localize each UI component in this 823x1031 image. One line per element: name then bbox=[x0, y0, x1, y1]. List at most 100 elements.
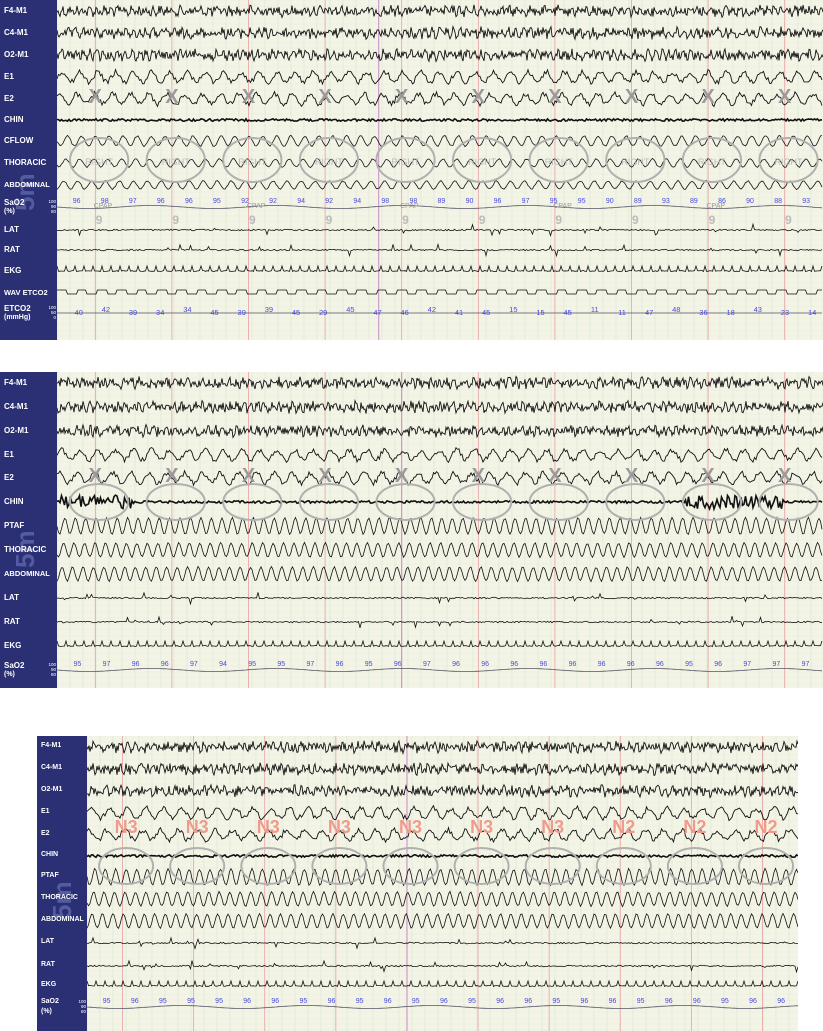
trace-area: N3 N3 N3 N3 N3 N3 N3 N2 N2 N2 95 96 95 95 95 96 96 95 96 95… bbox=[87, 736, 798, 1031]
channel-label-sao2: SaO2 bbox=[4, 661, 25, 670]
signal-trace bbox=[57, 668, 823, 672]
respiratory-event-circle bbox=[737, 847, 795, 885]
etco2-value: 18 bbox=[726, 308, 734, 317]
etco2-value: 39 bbox=[238, 308, 246, 317]
respiratory-event-circle bbox=[666, 847, 723, 885]
sao2-value: 96 bbox=[132, 661, 140, 668]
sao2-scale-tick: 100 bbox=[48, 199, 56, 204]
respiratory-event-circle bbox=[298, 483, 360, 521]
cpap-mark: CPAP bbox=[247, 203, 266, 210]
sao2-value: 95 bbox=[248, 661, 256, 668]
epoch-score-mark: X bbox=[395, 86, 409, 108]
sao2-value: 96 bbox=[598, 661, 606, 668]
channel-label-thoracic: THORACIC bbox=[41, 894, 78, 901]
etco2-value: 46 bbox=[401, 308, 409, 317]
sao2-value: 96 bbox=[569, 661, 577, 668]
channel-label-o2-m1: O2-M1 bbox=[4, 426, 29, 435]
respiratory-event-circle bbox=[524, 847, 581, 885]
sao2-value: 97 bbox=[103, 661, 111, 668]
channel-label-ptaf: PTAF bbox=[41, 872, 59, 879]
signal-trace bbox=[57, 264, 823, 273]
sao2-value: 97 bbox=[773, 661, 781, 668]
sao2-scale-tick: 100 bbox=[48, 662, 56, 667]
sao2-value: 96 bbox=[609, 998, 617, 1005]
signal-trace bbox=[87, 912, 798, 930]
sao2-value: 96 bbox=[394, 661, 402, 668]
signal-trace bbox=[57, 399, 823, 415]
epoch-score-mark: X bbox=[701, 465, 715, 487]
sao2-value: 96 bbox=[73, 198, 81, 205]
sao2-value: 94 bbox=[297, 198, 305, 205]
sao2-value: 90 bbox=[606, 198, 614, 205]
respiratory-event-circle bbox=[452, 483, 513, 521]
sao2-value: 96 bbox=[539, 661, 547, 668]
signal-trace bbox=[57, 639, 823, 648]
sao2-value: 95 bbox=[578, 198, 586, 205]
sao2-value: 90 bbox=[466, 198, 474, 205]
channel-label-thoracic: THORACIC bbox=[4, 158, 47, 167]
channel-label-c4-m1: C4-M1 bbox=[4, 28, 29, 37]
channel-label-chin: CHIN bbox=[4, 115, 24, 124]
sao2-value: 96 bbox=[157, 198, 165, 205]
signal-trace bbox=[57, 47, 823, 63]
signal-trace bbox=[57, 516, 823, 536]
etco2-value: 40 bbox=[75, 308, 83, 317]
epoch-score-mark: X bbox=[548, 465, 562, 487]
sao2-value: 95 bbox=[468, 998, 476, 1005]
sao2-value: 96 bbox=[656, 661, 664, 668]
sao2-value: 97 bbox=[423, 661, 431, 668]
sao2-value: 95 bbox=[365, 661, 373, 668]
respiratory-event-circle bbox=[69, 483, 130, 521]
channel-label-abdominal: ABDOMINAL bbox=[4, 180, 50, 189]
pressure-mark: 9 bbox=[326, 213, 333, 227]
respiratory-event-circle bbox=[69, 137, 130, 183]
etco2-value: 45 bbox=[292, 308, 300, 317]
sao2-value: 90 bbox=[746, 198, 754, 205]
sao2-value: 89 bbox=[690, 198, 698, 205]
sao2-value: 97 bbox=[190, 661, 198, 668]
epoch-score-mark: X bbox=[318, 86, 332, 108]
sao2-value: 95 bbox=[103, 998, 111, 1005]
respiratory-event-circle bbox=[98, 847, 155, 885]
sao2-value: 97 bbox=[743, 661, 751, 668]
signal-trace bbox=[57, 134, 823, 148]
etco2-value: 15 bbox=[536, 308, 544, 317]
epoch-score-mark: X bbox=[395, 465, 409, 487]
respiratory-event-circle bbox=[681, 137, 743, 183]
epoch-score-mark: X bbox=[778, 86, 792, 108]
respiratory-event-circle bbox=[375, 137, 436, 183]
sao2-value: 92 bbox=[325, 198, 333, 205]
sleep-stage-mark: N3 bbox=[186, 817, 209, 837]
sleep-stage-mark: N3 bbox=[541, 817, 564, 837]
signal-trace bbox=[57, 222, 823, 237]
channel-label-f4-m1: F4-M1 bbox=[4, 6, 28, 15]
etco2-value: 39 bbox=[265, 305, 273, 314]
sao2-value: 86 bbox=[718, 198, 726, 205]
cpap-mark: CPAP bbox=[94, 203, 113, 210]
respiratory-position-mark: RIGHT bbox=[238, 157, 267, 167]
channel-label-e1: E1 bbox=[4, 450, 14, 459]
respiratory-position-mark: RIGHT bbox=[698, 157, 727, 167]
respiratory-event-circle bbox=[595, 847, 652, 885]
signal-trace bbox=[87, 853, 798, 859]
sao2-value: 95 bbox=[552, 998, 560, 1005]
signal-trace bbox=[57, 289, 822, 295]
sao2-value: 95 bbox=[356, 998, 364, 1005]
sleep-stage-mark: N3 bbox=[399, 817, 422, 837]
signal-trace bbox=[57, 4, 823, 19]
sao2-value: 95 bbox=[299, 998, 307, 1005]
sao2-value: 95 bbox=[685, 661, 693, 668]
etco2-value: 11 bbox=[618, 308, 626, 317]
sao2-scale: 100 90 80 bbox=[78, 999, 86, 1014]
channel-label-wav-etco2: WAV ETCO2 bbox=[4, 288, 48, 297]
respiratory-event-circle bbox=[298, 137, 360, 183]
etco2-value: 45 bbox=[210, 308, 218, 317]
signal-trace bbox=[57, 423, 823, 439]
channel-label-f4-m1: F4-M1 bbox=[4, 378, 28, 387]
sao2-value: 92 bbox=[241, 198, 249, 205]
sao2-value: 96 bbox=[440, 998, 448, 1005]
respiratory-position-mark: RIGHT bbox=[85, 157, 114, 167]
etco2-value: 43 bbox=[754, 305, 762, 314]
etco2-scale-tick: 100 bbox=[48, 305, 56, 310]
sao2-value: 95 bbox=[73, 661, 81, 668]
